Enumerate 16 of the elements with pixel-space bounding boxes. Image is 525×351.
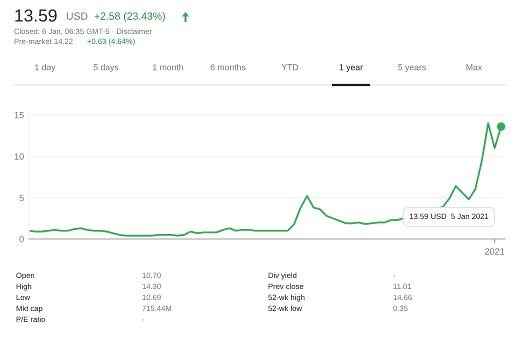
text: 1 month (153, 64, 183, 70)
x-tick-label: 2021 (485, 248, 504, 255)
text: +2.58 (23.43%) (94, 12, 165, 22)
text: 5 years (398, 64, 426, 72)
text: 13.59 (15, 9, 57, 22)
text: USD (66, 12, 88, 20)
text: 5 days (94, 64, 118, 72)
text: 1 year (340, 64, 363, 72)
y-tick-label: 5 (19, 194, 24, 202)
text: Max (466, 64, 482, 70)
y-tick-label: 0 (19, 236, 24, 242)
text: 6 months (210, 64, 246, 70)
text: 1 day (35, 64, 56, 72)
y-tick-label: 15 (14, 112, 24, 118)
text: YTD (282, 64, 298, 70)
y-tick-label: 10 (14, 153, 24, 160)
